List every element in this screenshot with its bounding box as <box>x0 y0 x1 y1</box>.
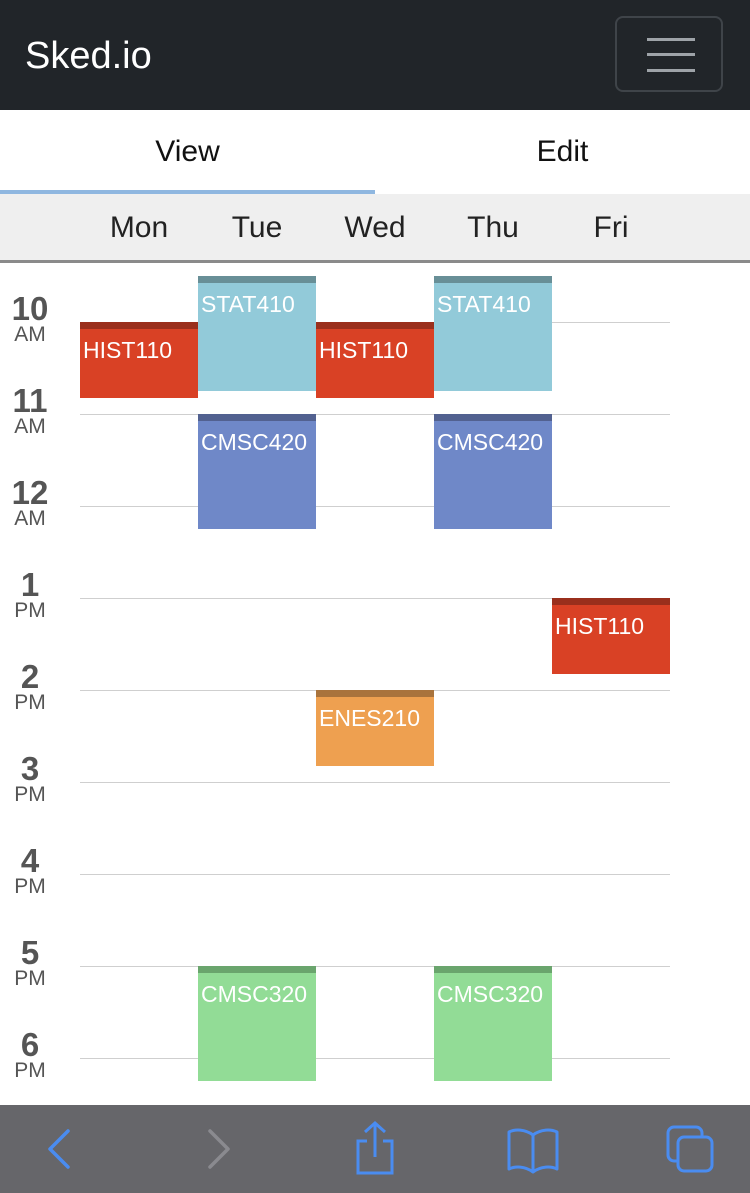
weekday-header: Mon Tue Wed Thu Fri <box>0 194 750 263</box>
class-event[interactable]: STAT410 <box>434 276 552 391</box>
time-label-period: PM <box>14 691 46 714</box>
day-header-wed: Wed <box>344 211 406 244</box>
hour-line <box>80 506 670 507</box>
time-label-period: PM <box>14 1059 46 1082</box>
navbar: Sked.io <box>0 0 750 110</box>
class-event[interactable]: HIST110 <box>80 322 198 399</box>
time-label-hour: 10 <box>11 290 49 327</box>
class-event-name: CMSC420 <box>437 429 544 455</box>
class-event[interactable]: CMSC420 <box>198 414 316 529</box>
time-label-hour: 6 <box>20 1026 40 1063</box>
hamburger-icon-bar-3 <box>647 69 695 72</box>
time-label: 10 AM <box>0 290 60 346</box>
class-event-name: HIST110 <box>555 613 645 639</box>
time-label-hour: 1 <box>20 566 40 603</box>
day-header-tue: Tue <box>231 211 283 244</box>
time-label: 11 AM <box>0 382 60 438</box>
hour-line <box>80 966 670 967</box>
tabs-icon[interactable] <box>664 1119 720 1179</box>
time-label: 3 PM <box>0 750 60 806</box>
time-label: 6 PM <box>0 1026 60 1082</box>
hour-line <box>80 874 670 875</box>
brand-title[interactable]: Sked.io <box>25 35 152 77</box>
menu-toggle-button[interactable] <box>615 16 723 92</box>
class-event[interactable]: HIST110 <box>552 598 670 675</box>
class-event-name: CMSC320 <box>201 981 308 1007</box>
share-icon[interactable] <box>350 1119 400 1179</box>
class-event[interactable]: CMSC420 <box>434 414 552 529</box>
class-event-name: STAT410 <box>437 291 531 317</box>
time-label-hour: 5 <box>20 934 40 971</box>
time-label-period: PM <box>14 599 46 622</box>
time-label: 4 PM <box>0 842 60 898</box>
class-event-name: CMSC320 <box>437 981 544 1007</box>
hour-line <box>80 598 670 599</box>
time-label-period: AM <box>14 323 46 346</box>
time-label-period: PM <box>14 783 46 806</box>
time-label-hour: 3 <box>20 750 40 787</box>
day-header-thu: Thu <box>467 211 519 244</box>
class-event-name: HIST110 <box>319 337 409 363</box>
class-event-name: ENES210 <box>319 705 421 731</box>
time-label: 5 PM <box>0 934 60 990</box>
day-header-mon: Mon <box>109 211 169 244</box>
class-event[interactable]: STAT410 <box>198 276 316 391</box>
schedule-grid: 10 AM 11 AM 12 AM 1 PM 2 PM 3 PM 4 PM 5 PM 6 PM HIST110 STA… <box>0 263 750 1105</box>
time-label-hour: 12 <box>11 474 49 511</box>
tab-edit[interactable]: Edit <box>536 135 589 168</box>
book-icon[interactable] <box>505 1119 561 1179</box>
hamburger-icon-bar-1 <box>647 38 695 41</box>
class-event[interactable]: HIST110 <box>316 322 434 399</box>
class-event[interactable]: ENES210 <box>316 690 434 767</box>
class-event-name: CMSC420 <box>201 429 308 455</box>
hour-line <box>80 1058 670 1059</box>
time-label-hour: 2 <box>20 658 40 695</box>
time-label-hour: 11 <box>12 382 48 419</box>
time-label: 2 PM <box>0 658 60 714</box>
class-event-name: HIST110 <box>83 337 173 363</box>
class-event[interactable]: CMSC320 <box>198 966 316 1081</box>
time-label-period: AM <box>14 415 46 438</box>
tab-view[interactable]: View <box>0 110 375 194</box>
time-label-period: AM <box>14 507 46 530</box>
time-label-period: PM <box>14 875 46 898</box>
time-label: 1 PM <box>0 566 60 622</box>
chevron-right-icon[interactable] <box>198 1119 238 1179</box>
view-edit-tabs: View Edit <box>0 110 750 194</box>
class-event-name: STAT410 <box>201 291 295 317</box>
browser-toolbar <box>0 1105 750 1193</box>
hamburger-icon-bar-2 <box>647 53 695 56</box>
time-label-hour: 4 <box>20 842 40 879</box>
day-header-fri: Fri <box>593 211 629 244</box>
hour-line <box>80 414 670 415</box>
time-label-period: PM <box>14 967 46 990</box>
class-event[interactable]: CMSC320 <box>434 966 552 1081</box>
time-label: 12 AM <box>0 474 60 530</box>
hour-line <box>80 782 670 783</box>
chevron-left-icon[interactable] <box>40 1119 80 1179</box>
